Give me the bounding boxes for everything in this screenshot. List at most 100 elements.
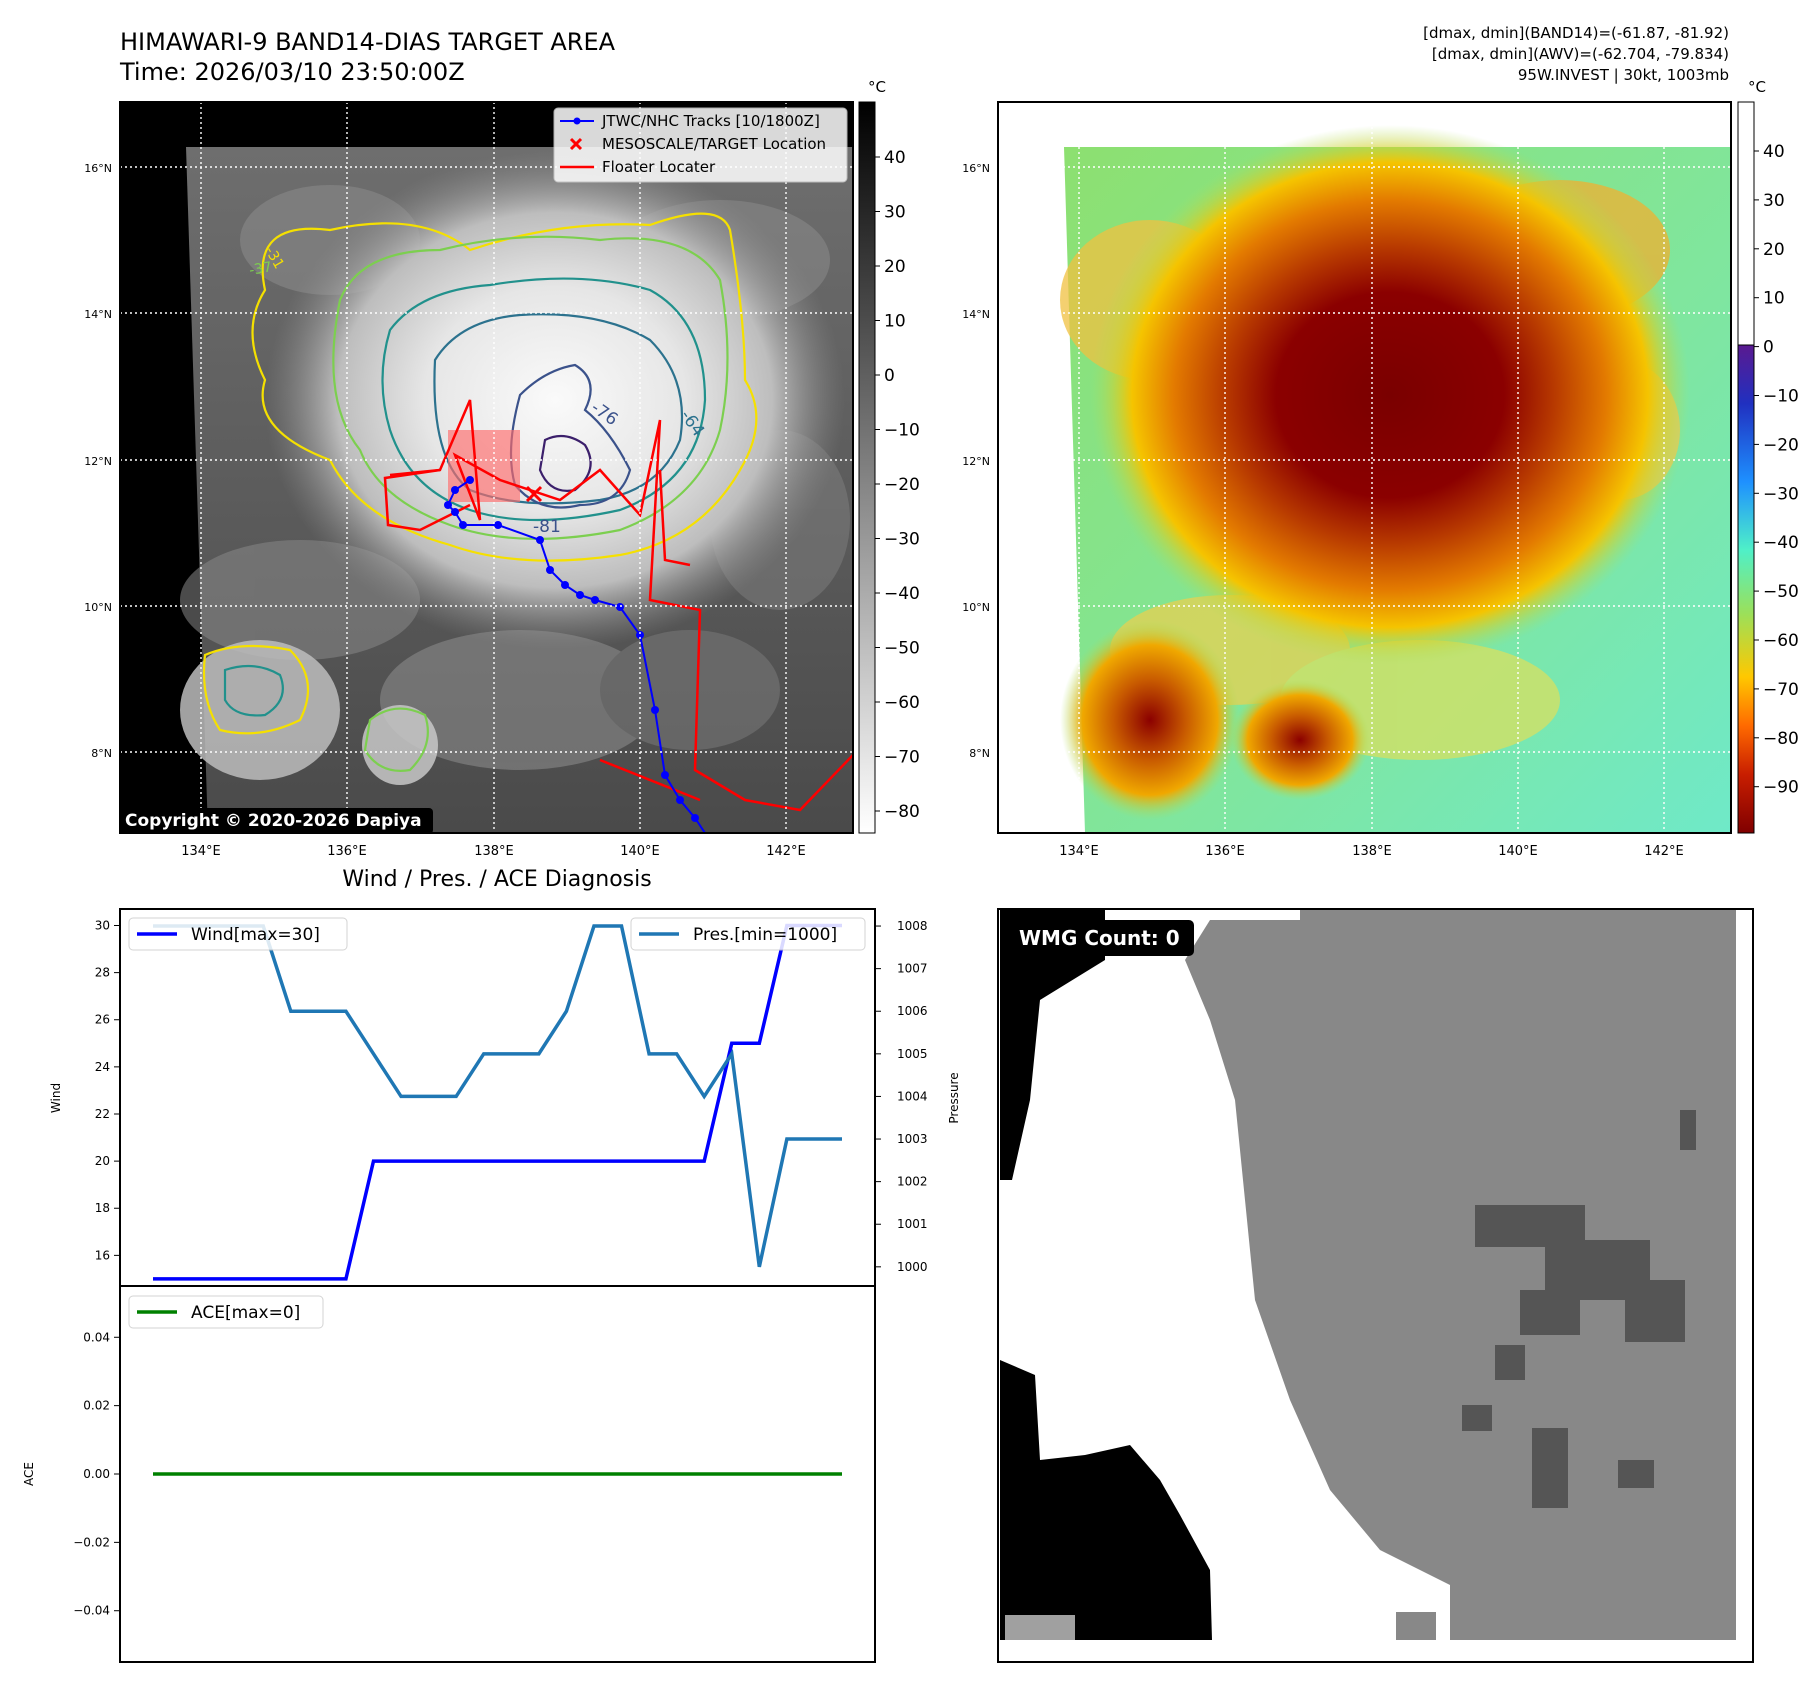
ir-lon-138: 138°E [474, 844, 514, 859]
ace-panel: ACE 0.04 0.02 0.00 −0.02 −0.04 ACE[max=0] [22, 1285, 876, 1663]
info-storm: 95W.INVEST | 30kt, 1003mb [1518, 66, 1729, 84]
awv-cb-tick-label: −80 [1763, 729, 1799, 749]
wmg-dark-gray-patches [1462, 1110, 1696, 1508]
legend-target-label: MESOSCALE/TARGET Location [602, 135, 826, 153]
ir-cb-tick-label: −40 [884, 584, 920, 604]
ir-cb-tick-label: −50 [884, 639, 920, 659]
ace-legend-box [128, 1295, 324, 1329]
awv-colorbar-upper [1737, 101, 1755, 346]
awv-lon-142: 142°E [1644, 844, 1684, 859]
jtwc-track-points [444, 476, 699, 822]
pressure-tick-label: 1005 [897, 1047, 928, 1061]
info-band14: [dmax, dmin](BAND14)=(-61.87, -81.92) [1423, 24, 1729, 42]
ir-legend-box [553, 107, 848, 183]
awv-map-panel: 16°N 14°N 12°N 10°N 8°N 134°E 136°E 138°… [962, 78, 1799, 859]
ace-tick-label: 0.04 [83, 1330, 110, 1344]
figure-time: Time: 2026/03/10 23:50:00Z [119, 58, 465, 86]
ace-y-ticks: 0.04 0.02 0.00 −0.02 −0.04 [73, 1330, 120, 1618]
wind-tick-label: 18 [95, 1201, 110, 1215]
awv-lon-138: 138°E [1352, 844, 1392, 859]
awv-dry-core [1090, 125, 1690, 665]
awv-cb-tick-label: 0 [1763, 338, 1774, 358]
copyright-badge [121, 808, 433, 834]
awv-lon-134: 134°E [1059, 844, 1099, 859]
contour-label-e: -37 [248, 259, 273, 279]
wmg-black-region-top [1000, 909, 1105, 1180]
awv-lat-8: 8°N [969, 747, 990, 760]
x-marker-icon [569, 137, 583, 151]
ir-colorbar [858, 101, 876, 834]
floater-locater-branch [658, 469, 691, 567]
awv-sw-patch [1060, 620, 1240, 820]
wind-legend-label: Wind[max=30] [191, 925, 320, 945]
ir-lat-14: 14°N [84, 308, 112, 321]
wmg-light-gray-patch [1005, 1615, 1075, 1640]
wind-tick-label: 28 [95, 966, 110, 980]
awv-cb-tick-label: −30 [1763, 484, 1799, 504]
ir-lat-labels: 16°N 14°N 12°N 10°N 8°N [84, 162, 112, 760]
awv-lon-labels: 134°E 136°E 138°E 140°E 142°E [1059, 844, 1684, 859]
ir-lat-16: 16°N [84, 162, 112, 175]
ir-lon-134: 134°E [181, 844, 221, 859]
wind-y-ticks: 16 18 20 22 24 26 28 30 [95, 918, 120, 1262]
awv-s-patch [1230, 680, 1370, 800]
contour-green [332, 235, 729, 540]
ir-gridlines [120, 102, 853, 833]
awv-cb-tick-label: −60 [1763, 631, 1799, 651]
wind-tick-label: 30 [95, 918, 110, 932]
contour-sw-teal [223, 664, 284, 717]
pressure-tick-label: 1003 [897, 1132, 928, 1146]
ace-tick-label: −0.04 [73, 1604, 110, 1618]
wind-tick-label: 22 [95, 1107, 110, 1121]
ir-cb-tick-label: 40 [884, 148, 906, 168]
ir-lon-136: 136°E [327, 844, 367, 859]
ir-map-frame [119, 101, 854, 834]
wind-tick-label: 16 [95, 1248, 110, 1262]
awv-map-frame [997, 101, 1732, 834]
awv-lon-136: 136°E [1205, 844, 1245, 859]
ace-legend-label: ACE[max=0] [191, 1303, 300, 1323]
awv-cb-tick-label: 40 [1763, 142, 1785, 162]
awv-cb-tick-label: 20 [1763, 240, 1785, 260]
ir-sw-cluster [180, 640, 340, 780]
awv-lat-12: 12°N [962, 455, 990, 468]
wmg-black-region-bottom [1000, 1360, 1212, 1640]
awv-cb-tick-label: −70 [1763, 680, 1799, 700]
ir-cb-tick-label: −80 [884, 802, 920, 822]
ir-legend: JTWC/NHC Tracks [10/1800Z] MESOSCALE/TAR… [553, 107, 848, 183]
awv-colorbar-ticks: 40 30 20 10 0 −10 −20 −30 −40 −50 −60 −70 −80 −90 [1754, 142, 1799, 798]
pressure-legend-box [630, 917, 866, 951]
ir-cloud-shield [265, 150, 845, 650]
pressure-tick-label: 1006 [897, 1004, 928, 1018]
ir-colorbar-ticks: 40 30 20 10 0 −10 −20 −30 −40 −50 −60 −70 −80 [875, 148, 920, 822]
awv-cb-tick-label: −20 [1763, 435, 1799, 455]
contour-teal [381, 277, 707, 522]
info-awv: [dmax, dmin](AWV)=(-62.704, -79.834) [1432, 45, 1729, 63]
pressure-tick-label: 1001 [897, 1217, 928, 1231]
awv-lat-14: 14°N [962, 308, 990, 321]
ir-cb-tick-label: −30 [884, 530, 920, 550]
awv-colorbar-lower [1737, 344, 1755, 834]
wind-pressure-frame [119, 908, 876, 1287]
awv-lon-140: 140°E [1498, 844, 1538, 859]
pressure-tick-label: 1004 [897, 1089, 928, 1103]
ir-cb-tick-label: −70 [884, 748, 920, 768]
wind-tick-label: 26 [95, 1013, 110, 1027]
contour-sw-yellow [202, 644, 310, 735]
wmg-count-badge [1008, 920, 1194, 956]
floater-locater-tail [599, 758, 701, 802]
awv-colorbar-unit: °C [1748, 78, 1766, 96]
wind-legend-box [128, 917, 348, 951]
ir-cb-tick-label: 10 [884, 312, 906, 332]
ir-lat-8: 8°N [91, 747, 112, 760]
ace-tick-label: 0.00 [83, 1467, 110, 1481]
pressure-axis-label: Pressure [947, 1072, 961, 1123]
ir-cb-tick-label: 20 [884, 257, 906, 277]
wind-axis-label: Wind [49, 1083, 63, 1113]
ir-cb-tick-label: 30 [884, 203, 906, 223]
awv-lat-10: 10°N [962, 601, 990, 614]
pressure-tick-label: 1000 [897, 1260, 928, 1274]
ir-lon-140: 140°E [620, 844, 660, 859]
awv-cb-tick-label: −10 [1763, 387, 1799, 407]
